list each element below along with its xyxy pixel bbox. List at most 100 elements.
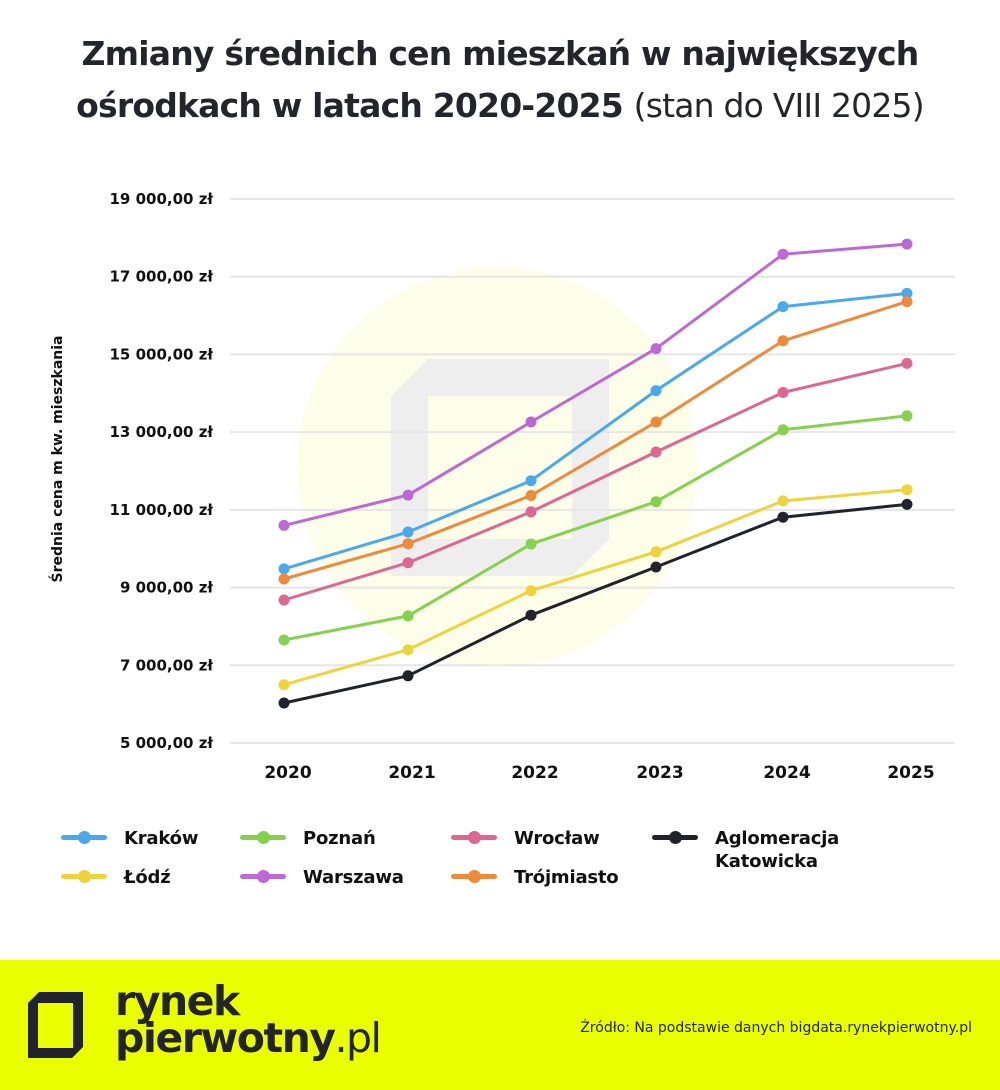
- watermark-logo-icon: [391, 359, 609, 576]
- series-group: [278, 238, 913, 709]
- data-point: [402, 557, 414, 569]
- title-line-2: ośrodkach w latach 2020-2025 (stan do VI…: [0, 80, 1000, 132]
- line-chart: 5 000,00 zł 7 000,00 zł 9 000,00 zł 11 000,…: [48, 190, 955, 783]
- data-point: [777, 511, 789, 523]
- data-point: [901, 357, 913, 369]
- data-point: [278, 679, 290, 691]
- data-point: [777, 495, 789, 507]
- data-point: [650, 416, 662, 428]
- x-tick-label: 2025: [887, 763, 934, 783]
- y-tick-label: 19 000,00 zł: [110, 190, 214, 208]
- brand-name[interactable]: rynek pierwotny.pl: [115, 977, 382, 1059]
- data-point: [525, 538, 537, 550]
- data-point: [402, 538, 414, 550]
- y-axis-label-group: Średnia cena m kw. mieszkania: [48, 335, 66, 582]
- legend-label: Wrocław: [514, 828, 600, 849]
- data-point: [278, 697, 290, 709]
- data-point: [901, 498, 913, 510]
- data-point: [650, 385, 662, 397]
- data-point: [402, 526, 414, 538]
- series-line: [283, 502, 908, 705]
- x-axis: 2020 2021 2022 2023 2024 2025: [264, 763, 934, 783]
- x-tick-label: 2024: [763, 763, 810, 783]
- legend-item[interactable]: Łódź: [61, 866, 171, 890]
- data-point: [525, 506, 537, 518]
- legend-marker-icon: [451, 866, 497, 888]
- legend-label: Warszawa: [303, 867, 404, 888]
- brand-tld: .pl: [334, 1014, 382, 1062]
- data-point: [402, 610, 414, 622]
- title-line-2-light: (stan do VIII 2025): [633, 86, 925, 125]
- legend-item[interactable]: Warszawa: [240, 866, 404, 890]
- series-wrocław: [278, 357, 913, 606]
- data-point: [901, 287, 913, 299]
- x-tick-label: 2022: [511, 763, 558, 783]
- footer: rynek pierwotny.pl Źródło: Na podstawie …: [0, 960, 1000, 1090]
- data-point: [525, 585, 537, 597]
- y-tick-label: 15 000,00 zł: [110, 345, 214, 363]
- y-tick-label: 9 000,00 zł: [120, 579, 213, 597]
- data-point: [525, 475, 537, 487]
- series-łódź: [278, 484, 913, 691]
- legend-label: Kraków: [124, 828, 199, 849]
- series-line: [283, 291, 908, 571]
- chart-title: Zmiany średnich cen mieszkań w największ…: [0, 28, 1000, 132]
- series-line: [283, 488, 908, 687]
- data-point: [525, 609, 537, 621]
- legend-label: Aglomeracja Katowicka: [715, 827, 839, 873]
- data-point: [525, 490, 537, 501]
- legend-item[interactable]: Aglomeracja Katowicka: [652, 827, 839, 872]
- data-point: [901, 484, 913, 496]
- data-point: [650, 343, 662, 355]
- brand-line-2: pierwotny.pl: [115, 1018, 382, 1059]
- legend-item[interactable]: Poznań: [240, 827, 376, 851]
- series-warszawa: [278, 238, 913, 531]
- brand-line-1: rynek: [115, 977, 240, 1025]
- legend-marker-icon: [652, 827, 698, 849]
- data-point: [402, 670, 414, 682]
- y-tick-label: 5 000,00 zł: [120, 734, 213, 752]
- legend-label: Trójmiasto: [514, 867, 619, 888]
- title-line-2-bold: ośrodkach w latach 2020-2025: [76, 86, 624, 125]
- brand-logo-icon: [28, 992, 83, 1058]
- legend-label-line: Aglomeracja: [715, 828, 840, 849]
- data-point: [278, 563, 290, 575]
- data-point: [901, 238, 913, 250]
- x-tick-label: 2023: [636, 763, 683, 783]
- data-point: [777, 301, 789, 313]
- series-poznań: [278, 410, 913, 646]
- y-tick-label: 17 000,00 zł: [110, 268, 214, 286]
- legend-label-line: Katowicka: [715, 851, 818, 872]
- data-point: [650, 561, 662, 573]
- legend-marker-icon: [240, 827, 286, 849]
- series-line: [283, 414, 908, 642]
- series-trójmiasto: [278, 296, 913, 585]
- legend-marker-icon: [451, 827, 497, 849]
- series-aglomeracja-katowicka: [278, 498, 913, 709]
- legend-marker-icon: [61, 827, 107, 849]
- data-point: [402, 644, 414, 656]
- data-point: [278, 634, 290, 646]
- x-tick-label: 2020: [264, 763, 311, 783]
- series-line: [283, 300, 908, 581]
- title-line-1: Zmiany średnich cen mieszkań w największ…: [81, 34, 920, 73]
- data-point: [901, 410, 913, 422]
- legend-item[interactable]: Wrocław: [451, 827, 600, 851]
- data-point: [650, 446, 662, 458]
- legend-label: Poznań: [303, 828, 376, 849]
- brand-line-2-main: pierwotny: [115, 1014, 336, 1062]
- y-tick-label: 11 000,00 zł: [110, 501, 214, 519]
- legend-item[interactable]: Trójmiasto: [451, 866, 619, 890]
- y-tick-label: 13 000,00 zł: [110, 423, 214, 441]
- series-line: [283, 361, 908, 602]
- data-point: [278, 519, 290, 531]
- y-axis: 5 000,00 zł 7 000,00 zł 9 000,00 zł 11 000,…: [110, 190, 214, 752]
- legend-marker-icon: [61, 866, 107, 888]
- data-point: [777, 387, 789, 398]
- data-point: [278, 573, 290, 585]
- data-point: [777, 248, 789, 260]
- legend-item[interactable]: Kraków: [61, 827, 198, 851]
- data-point: [650, 546, 662, 558]
- data-point: [901, 296, 913, 308]
- data-point: [777, 335, 789, 347]
